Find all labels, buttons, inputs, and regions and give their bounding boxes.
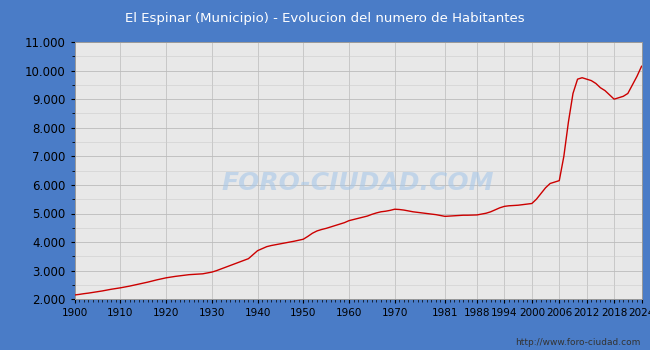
Text: FORO-CIUDAD.COM: FORO-CIUDAD.COM xyxy=(222,172,495,196)
Text: http://www.foro-ciudad.com: http://www.foro-ciudad.com xyxy=(515,338,640,347)
Text: El Espinar (Municipio) - Evolucion del numero de Habitantes: El Espinar (Municipio) - Evolucion del n… xyxy=(125,12,525,25)
